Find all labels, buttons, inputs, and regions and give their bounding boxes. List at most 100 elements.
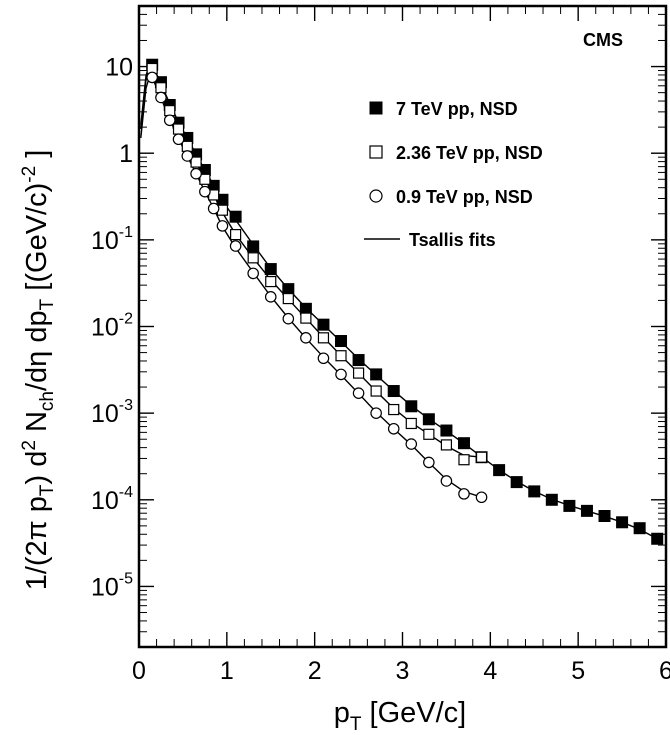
legend-label: Tsallis fits	[409, 230, 496, 250]
marker-open-square	[317, 332, 330, 344]
marker-open-circle	[440, 475, 453, 487]
y-tick-label: 10-1	[91, 224, 133, 255]
marker-open-circle	[335, 368, 347, 381]
marker-open-circle	[229, 240, 242, 252]
marker-open-circle	[247, 267, 259, 280]
marker-filled-square	[387, 385, 400, 398]
x-tick-label: 3	[396, 657, 410, 685]
fit-curve	[140, 66, 482, 458]
marker-open-square	[475, 451, 488, 463]
x-tick-labels: 0 1 2 3 4 5 6	[132, 657, 670, 685]
marker-open-square	[282, 292, 294, 305]
marker-filled-square	[317, 318, 330, 331]
x-axis-title: pT [GeV/c]	[334, 697, 467, 735]
x-tick-label: 2	[308, 657, 322, 685]
fit-curve	[140, 63, 658, 540]
x-tick-label: 6	[659, 657, 670, 685]
marker-open-square	[300, 312, 312, 324]
marker-open-square	[164, 105, 176, 117]
marker-open-circle	[199, 185, 211, 198]
marker-filled-square	[247, 240, 260, 253]
marker-open-circle	[190, 167, 202, 180]
marker-open-circle	[172, 133, 185, 146]
y-tick-labels: 10 1 10-1 10-2 10-3 10-4 10-5	[91, 54, 133, 602]
marker-filled-square	[422, 413, 435, 426]
marker-filled-square	[335, 335, 348, 348]
marker-open-circle	[405, 438, 418, 450]
marker-filled-square	[510, 476, 523, 489]
marker-filled-square	[405, 400, 418, 413]
x-axis-title-rest: [GeV/c]	[361, 697, 466, 729]
marker-open-circle	[181, 150, 194, 162]
marker-filled-square	[229, 210, 242, 223]
marker-filled-square	[370, 368, 383, 381]
y-tick-label: 1	[119, 140, 133, 168]
marker-filled-square	[545, 493, 558, 506]
marker-open-square	[352, 367, 365, 379]
x-tick-label: 4	[483, 657, 497, 685]
marker-open-square	[181, 140, 193, 152]
marker-filled-square	[352, 354, 365, 367]
marker-open-square	[172, 123, 185, 135]
marker-open-square	[247, 252, 259, 264]
marker-open-square	[265, 275, 277, 288]
marker-open-square	[155, 82, 167, 94]
marker-open-square	[370, 385, 382, 397]
y-axis-title: 1/(2π pT) d2 Nch/dη dpT [(GeV/c)-2 ]	[19, 150, 58, 591]
marker-open-square	[440, 439, 453, 451]
tsallis-fit-curves	[140, 63, 658, 540]
cms-label: CMS	[583, 30, 623, 50]
y-tick-label: 10-4	[91, 484, 133, 515]
marker-filled-square	[457, 437, 470, 450]
x-tick-label: 1	[220, 657, 234, 685]
marker-open-square	[190, 156, 202, 168]
marker-filled-square	[493, 464, 506, 477]
marker-open-square	[230, 228, 242, 241]
legend-label: 7 TeV pp, NSD	[396, 99, 518, 119]
marker-open-circle	[282, 312, 295, 325]
marker-filled-square	[563, 499, 576, 512]
marker-open-square	[458, 454, 470, 466]
marker-open-circle	[423, 456, 435, 469]
legend-marker-open-circle	[369, 189, 383, 203]
marker-open-circle	[458, 488, 470, 500]
marker-filled-square	[264, 263, 277, 276]
marker-filled-square	[580, 504, 593, 517]
marker-filled-square	[598, 510, 611, 523]
marker-filled-square	[282, 283, 295, 296]
marker-open-circle	[146, 71, 158, 84]
y-tick-label: 10-5	[91, 570, 133, 601]
marker-open-circle	[317, 352, 330, 365]
marker-open-circle	[352, 387, 365, 399]
x-tick-label: 0	[132, 657, 146, 685]
marker-open-circle	[264, 291, 277, 303]
marker-open-circle	[300, 332, 312, 344]
marker-open-square	[199, 173, 211, 185]
marker-open-circle	[163, 114, 176, 127]
marker-open-circle	[155, 91, 167, 104]
legend-label: 2.36 TeV pp, NSD	[396, 143, 543, 163]
marker-open-circle	[207, 202, 220, 215]
marker-filled-square	[440, 424, 453, 437]
marker-open-square	[423, 428, 435, 440]
marker-open-square	[405, 417, 417, 430]
y-tick-label: 10-3	[91, 397, 133, 428]
x-axis-title-base: p	[334, 697, 350, 729]
marker-filled-square	[528, 485, 541, 498]
marker-open-square	[388, 403, 400, 416]
x-axis-title-sub: T	[350, 714, 362, 735]
marker-open-circle	[475, 491, 488, 504]
plot-frame	[137, 4, 668, 649]
marker-filled-square	[633, 522, 646, 535]
marker-open-square	[335, 350, 347, 362]
marker-filled-square	[616, 516, 629, 529]
marker-open-circle	[216, 220, 229, 232]
legend-label: 0.9 TeV pp, NSD	[396, 187, 533, 207]
legend-marker-open-square	[369, 145, 383, 159]
x-tick-label: 5	[571, 657, 585, 685]
y-tick-label: 10-2	[91, 311, 133, 342]
marker-open-circle	[370, 407, 382, 419]
y-tick-label: 10	[105, 54, 133, 82]
data-markers	[146, 58, 664, 545]
